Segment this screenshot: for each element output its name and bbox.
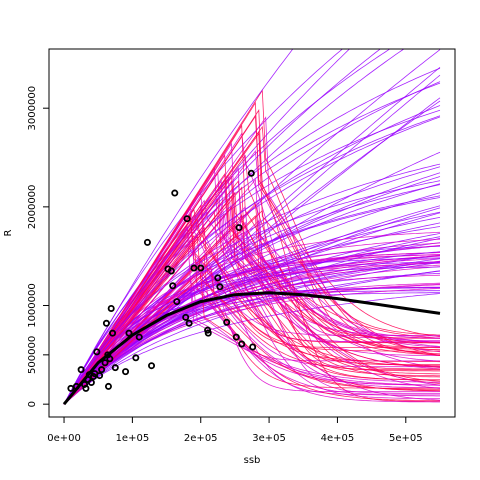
data-point bbox=[82, 384, 90, 392]
ensemble-curve bbox=[63, 287, 440, 405]
x-axis: 0e+00 1e+05 2e+05 3e+05 4e+05 5e+05 bbox=[47, 417, 423, 444]
ensemble-curve bbox=[63, 264, 441, 405]
data-point bbox=[182, 313, 190, 321]
y-tick-label: 2000000 bbox=[27, 185, 38, 230]
ensemble-curve bbox=[63, 238, 441, 405]
ensemble-curve bbox=[63, 257, 440, 405]
ensemble-curve bbox=[63, 198, 440, 405]
data-point bbox=[197, 264, 205, 272]
x-tick-label: 2e+05 bbox=[184, 433, 218, 444]
data-point bbox=[107, 304, 115, 312]
ensemble-curve bbox=[63, 74, 441, 405]
ensemble-curve bbox=[63, 235, 440, 405]
y-tick-label: 500000 bbox=[27, 336, 38, 374]
ensemble-curve bbox=[63, 49, 294, 405]
data-point bbox=[101, 359, 109, 367]
ensemble-curve bbox=[63, 261, 441, 405]
data-point bbox=[87, 378, 95, 386]
data-point bbox=[223, 318, 231, 326]
data-point bbox=[135, 333, 143, 341]
x-tick-label: 4e+05 bbox=[321, 433, 355, 444]
data-point bbox=[111, 364, 119, 372]
ensemble-curve bbox=[63, 49, 381, 405]
data-point bbox=[148, 362, 156, 370]
data-point bbox=[216, 283, 224, 291]
ensemble-curve bbox=[63, 202, 441, 405]
data-point bbox=[132, 354, 140, 362]
data-point bbox=[247, 169, 255, 177]
ensemble-curve bbox=[63, 67, 441, 405]
x-tick-label: 0e+00 bbox=[47, 433, 81, 444]
ensemble-curve bbox=[63, 66, 441, 405]
data-point bbox=[190, 264, 198, 272]
ensemble-curve bbox=[63, 206, 440, 405]
ensemble-curve bbox=[63, 218, 440, 405]
data-point bbox=[204, 329, 212, 337]
fit-line bbox=[62, 291, 441, 406]
plot-frame bbox=[48, 48, 456, 418]
data-point bbox=[204, 326, 212, 334]
data-point bbox=[214, 274, 222, 282]
ensemble-curve bbox=[63, 267, 441, 405]
ensemble-curve bbox=[63, 184, 441, 405]
y-tick-label: 0 bbox=[27, 401, 38, 407]
ensemble-curve bbox=[63, 207, 441, 405]
data-point bbox=[183, 215, 191, 223]
ensemble-curve bbox=[63, 226, 440, 405]
x-tick-label: 3e+05 bbox=[252, 433, 286, 444]
data-point bbox=[109, 329, 117, 337]
ensemble-curve bbox=[63, 206, 441, 405]
ensemble-curve bbox=[63, 105, 441, 405]
data-point bbox=[96, 372, 104, 380]
x-axis-title: ssb bbox=[244, 455, 261, 466]
ensemble-curve bbox=[63, 266, 441, 405]
data-point bbox=[232, 333, 240, 341]
data-point bbox=[169, 282, 177, 290]
ensemble-curve bbox=[63, 49, 344, 405]
x-tick-label: 1e+05 bbox=[116, 433, 150, 444]
data-point bbox=[122, 368, 130, 376]
data-point bbox=[249, 343, 257, 351]
data-point bbox=[143, 238, 151, 246]
data-point bbox=[93, 348, 101, 356]
ensemble-curve bbox=[63, 167, 441, 405]
data-point bbox=[235, 224, 243, 232]
y-tick-label: 1000000 bbox=[27, 283, 38, 328]
y-tick-label: 3000000 bbox=[27, 86, 38, 131]
data-point bbox=[77, 366, 85, 374]
data-point bbox=[171, 189, 179, 197]
data-point bbox=[102, 319, 110, 327]
data-point bbox=[167, 267, 175, 275]
data-point bbox=[125, 329, 133, 337]
data-points bbox=[67, 169, 257, 392]
data-point bbox=[238, 340, 246, 348]
x-tick-label: 5e+05 bbox=[389, 433, 423, 444]
y-axis-title: R bbox=[3, 229, 14, 236]
ensemble-curve bbox=[63, 261, 441, 405]
data-point bbox=[98, 366, 106, 374]
y-axis: 0 500000 1000000 2000000 3000000 bbox=[27, 86, 49, 407]
data-point bbox=[104, 382, 112, 390]
data-point bbox=[173, 298, 181, 306]
ensemble-curve bbox=[63, 231, 441, 405]
data-point bbox=[106, 355, 114, 363]
data-point bbox=[185, 319, 193, 327]
